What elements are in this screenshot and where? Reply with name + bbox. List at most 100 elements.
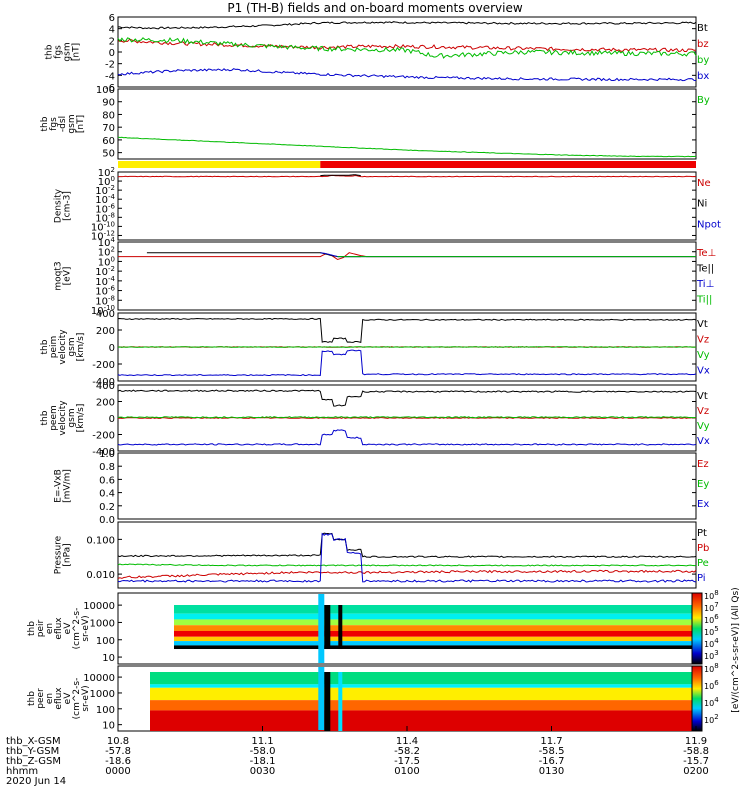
y-tick-label: -200: [92, 360, 115, 371]
y-tick-label: 0.100: [86, 535, 115, 546]
spectrogram-band: [150, 700, 695, 711]
y-tick-label: 2: [109, 36, 115, 47]
legend-entry: Ez: [697, 459, 709, 470]
y-axis-label-line: Density: [54, 188, 64, 223]
y-tick-label: 400: [96, 309, 115, 320]
legend-entry: Ey: [697, 479, 709, 490]
time-axis-row-label: hhmm: [6, 766, 38, 777]
series-line-Vt: [117, 389, 697, 407]
y-tick-label: 50: [102, 149, 115, 160]
legend-entry: Vz: [697, 406, 709, 417]
y-axis-label-line: peem: [49, 405, 59, 431]
y-tick-label: -4: [105, 71, 115, 82]
y-axis-label: thb peim velocity gsm [km/s]: [40, 329, 86, 365]
y-tick-label: 10-8: [95, 211, 115, 224]
y-axis-label-line: [cm-3]: [63, 191, 73, 221]
y-tick-label: 200: [96, 398, 115, 409]
panel-p6: 400 200 0 -200 -400 thb peem velocity gsm [km/s] V…: [40, 381, 710, 458]
y-axis-label-line: eflux: [54, 687, 64, 710]
y-tick-label: 200: [96, 326, 115, 337]
y-axis-label: Pressure [nPa]: [54, 535, 73, 574]
panel-frame: [117, 452, 697, 520]
y-tick-label: 104: [98, 236, 116, 249]
y-tick-label: 100: [96, 705, 115, 716]
time-axis-row-label: thb_Y-GSM: [6, 746, 59, 757]
time-axis-value: -58.5: [539, 746, 565, 757]
colorbar-tick-label: 104: [704, 637, 719, 649]
y-axis-label-line: thb: [45, 44, 55, 59]
legend-entry: Ti||: [696, 295, 712, 306]
time-axis-value: -58.2: [394, 746, 420, 757]
legend-entry: Vx: [697, 436, 710, 447]
panel-frame: [117, 241, 697, 311]
mode-bar-segment: [118, 161, 321, 168]
y-axis-label-line: Pressure: [54, 535, 64, 574]
y-axis-label-line: gsm: [67, 337, 77, 356]
y-tick-label: 0.6: [99, 475, 115, 486]
panel-frame: [117, 171, 697, 241]
y-tick-label: 10-8: [95, 294, 115, 307]
y-tick-label: -400: [92, 447, 115, 458]
y-axis-label-line: moqt3: [54, 261, 64, 290]
y-axis-label-line: sr-eV): [81, 615, 91, 641]
legend-entry: bx: [697, 71, 709, 82]
time-axis-value: -18.1: [250, 756, 276, 767]
spectrogram-band: [174, 636, 695, 642]
time-axis-value: 11.4: [396, 736, 418, 747]
legend-entry: Pb: [697, 543, 709, 554]
y-tick-label: 10-12: [91, 229, 115, 242]
legend-entry: Ni: [697, 199, 707, 210]
y-axis-label-line: E=-VxB: [54, 469, 64, 503]
time-axis-row-label: thb_Z-GSM: [6, 756, 61, 767]
y-tick-label: 100: [96, 85, 115, 96]
spectrogram-band: [174, 641, 695, 646]
time-axis-value: 11.1: [251, 736, 273, 747]
y-tick-label: 10000: [83, 673, 115, 684]
figure-title: P1 (TH-B) fields and on-board moments ov…: [227, 1, 523, 15]
y-axis-label: thb peir en eflux eV (cm^2-s-sr-eV): [27, 608, 91, 650]
legend-entry: By: [697, 95, 710, 106]
y-axis-label-line: velocity: [58, 329, 68, 365]
series-line-Pb: [117, 569, 697, 579]
y-tick-label: 10-6: [95, 202, 115, 215]
colorbar-tick-label: 108: [704, 662, 719, 674]
y-axis-label-line: peir: [36, 619, 46, 637]
spectrogram-gap: [324, 672, 331, 731]
colorbar-tick-label: 105: [704, 625, 719, 637]
y-axis-label-line: sr-eV): [81, 685, 91, 711]
y-axis-label-line: gsm: [63, 42, 73, 61]
panel-p10: 10000 1000 100 10 thb peer en eflux eV (cm^2-s-sr…: [27, 665, 697, 732]
y-axis-label-line: fgs: [49, 117, 59, 131]
series-line-Ne: [117, 174, 697, 178]
y-tick-label: 1.0: [99, 449, 115, 460]
y-tick-label: 102: [98, 166, 115, 179]
time-axis-value: -58.0: [250, 746, 276, 757]
y-tick-label: 6: [109, 13, 115, 24]
series-line-Vy: [117, 416, 697, 419]
series-line-Pe: [117, 563, 697, 567]
y-tick-label: 0.4: [99, 489, 115, 500]
y-tick-label: 10-2: [95, 265, 115, 278]
y-tick-label: 1000: [90, 689, 115, 700]
y-axis-label-line: eV: [63, 692, 73, 705]
panel-frame: [117, 88, 697, 160]
spectrogram-band: [150, 710, 695, 731]
time-axis-date: 2020 Jun 14: [6, 776, 66, 787]
spectrogram-band: [174, 630, 695, 637]
time-axis-row-label: thb_X-GSM: [6, 736, 61, 747]
spectrogram-band: [174, 605, 695, 614]
legend-entry: Vy: [697, 421, 710, 432]
time-axis-value: 0200: [683, 766, 708, 777]
y-axis-label: thb fgs gsm [nT]: [45, 42, 82, 61]
spectrogram-band: [174, 645, 695, 650]
y-axis-label-line: [km/s]: [76, 333, 86, 362]
y-axis-label-line: eflux: [54, 617, 64, 640]
time-axis-value: 11.7: [540, 736, 562, 747]
y-axis-label-line: peer: [36, 688, 46, 709]
legend-entry: Vz: [697, 335, 709, 346]
series-line-Vt: [117, 317, 697, 344]
colorbar-tick-label: 106: [704, 679, 719, 691]
y-tick-label: 0.8: [99, 462, 115, 473]
